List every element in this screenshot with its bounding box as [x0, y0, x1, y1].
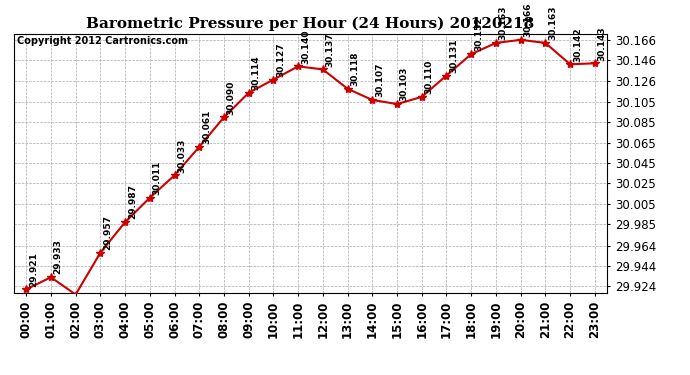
Text: 29.921: 29.921: [29, 252, 38, 286]
Text: 29.987: 29.987: [128, 184, 137, 219]
Text: 30.011: 30.011: [152, 160, 161, 195]
Text: 30.143: 30.143: [598, 26, 607, 60]
Text: 30.090: 30.090: [227, 80, 236, 114]
Text: 30.163: 30.163: [499, 6, 508, 40]
Text: 29.916: 29.916: [0, 374, 1, 375]
Text: 30.107: 30.107: [375, 63, 384, 97]
Text: 30.118: 30.118: [351, 51, 359, 86]
Text: 30.140: 30.140: [301, 29, 310, 64]
Text: 30.033: 30.033: [177, 138, 186, 172]
Text: 30.110: 30.110: [424, 60, 433, 94]
Text: 29.933: 29.933: [54, 240, 63, 274]
Text: 30.103: 30.103: [400, 67, 408, 101]
Text: 29.957: 29.957: [103, 215, 112, 250]
Text: 30.131: 30.131: [449, 38, 458, 73]
Text: Copyright 2012 Cartronics.com: Copyright 2012 Cartronics.com: [17, 36, 188, 46]
Title: Barometric Pressure per Hour (24 Hours) 20120218: Barometric Pressure per Hour (24 Hours) …: [86, 17, 535, 31]
Text: 30.142: 30.142: [573, 27, 582, 62]
Text: 30.061: 30.061: [202, 110, 211, 144]
Text: 30.137: 30.137: [326, 32, 335, 67]
Text: 30.127: 30.127: [276, 42, 285, 77]
Text: 30.163: 30.163: [548, 6, 557, 40]
Text: 30.152: 30.152: [474, 17, 483, 51]
Text: 30.166: 30.166: [524, 3, 533, 37]
Text: 30.114: 30.114: [251, 56, 260, 90]
